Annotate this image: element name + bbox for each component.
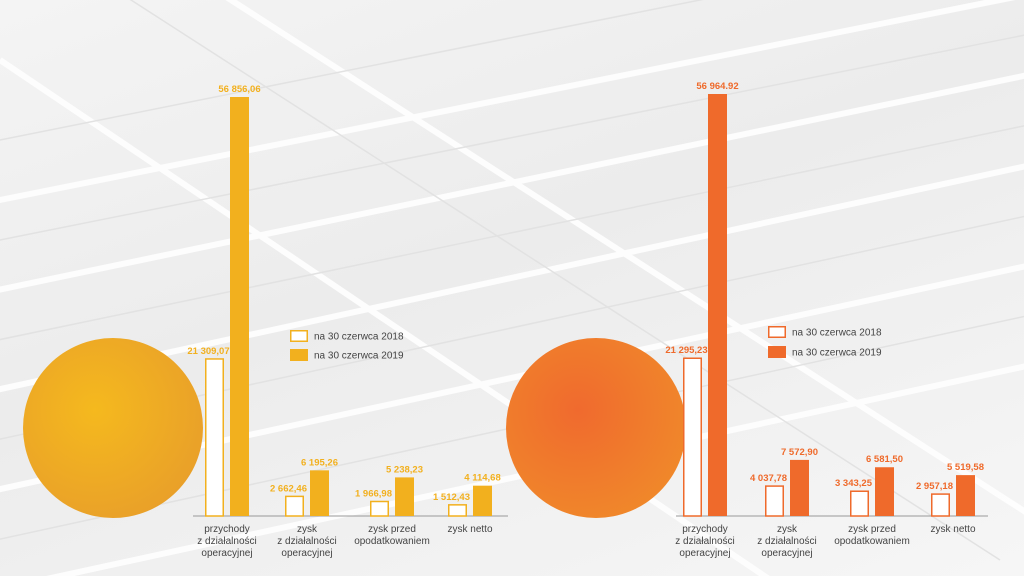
data-label-2019: 4 114,68 (464, 473, 500, 484)
bar-2018 (850, 490, 869, 517)
bar-2019 (875, 467, 894, 516)
legend-swatch-2018 (768, 326, 786, 338)
decorative-circle (23, 338, 203, 518)
data-label-2019: 5 519,58 (947, 462, 984, 473)
data-label-2018: 2 957,18 (916, 481, 953, 492)
bar-2018 (285, 495, 304, 517)
bar-2018 (205, 358, 224, 517)
bar-2019 (310, 470, 329, 516)
legend-label-2018: na 30 czerwca 2018 (314, 332, 404, 343)
data-label-2018: 1 512,43 (433, 492, 470, 503)
bar-2018 (683, 357, 702, 517)
data-label-2019: 5 238,23 (386, 464, 423, 475)
bar-2019 (473, 485, 492, 516)
category-label: zysk netto (930, 524, 975, 535)
category-label: zysk z działalności operacyjnej (757, 524, 816, 559)
decorative-circle (506, 338, 686, 518)
bar-2018 (370, 500, 389, 517)
bar-2019 (395, 477, 414, 516)
bar-2018 (931, 493, 950, 517)
data-label-2018: 4 037,78 (750, 473, 787, 484)
data-label-2018: 3 343,25 (835, 478, 873, 489)
bar-2018 (448, 504, 467, 517)
data-label-2018: 21 309,07 (187, 346, 229, 357)
bar-2019 (790, 459, 809, 516)
category-label: zysk przed opodatkowaniem (354, 524, 430, 547)
bar-2019 (956, 475, 975, 516)
legend-swatch-2019 (290, 349, 308, 361)
legend-swatch-2018 (290, 330, 308, 342)
data-label-2018: 1 966,98 (355, 489, 392, 500)
data-label-2019: 6 581,50 (866, 454, 903, 465)
legend-label-2019: na 30 czerwca 2019 (314, 351, 404, 362)
data-label-2019: 56 856,06 (218, 84, 260, 95)
data-label-2019: 6 195,26 (301, 457, 338, 468)
data-label-2018: 2 662,46 (270, 483, 307, 494)
bar-2018 (765, 485, 784, 517)
data-label-2019: 7 572,90 (781, 447, 818, 458)
legend-swatch-2019 (768, 346, 786, 358)
data-label-2019: 56 964.92 (696, 81, 738, 92)
legend-label-2019: na 30 czerwca 2019 (792, 348, 882, 359)
bar-2019 (708, 94, 727, 516)
category-label: przychody z działalności operacyjnej (197, 524, 256, 559)
legend-label-2018: na 30 czerwca 2018 (792, 328, 882, 339)
category-label: przychody z działalności operacyjnej (675, 524, 734, 559)
bar-2019 (230, 97, 249, 516)
category-label: zysk z działalności operacyjnej (277, 524, 336, 559)
category-label: zysk netto (447, 524, 492, 535)
category-label: zysk przed opodatkowaniem (834, 524, 910, 547)
data-label-2018: 21 295,23 (665, 345, 707, 356)
